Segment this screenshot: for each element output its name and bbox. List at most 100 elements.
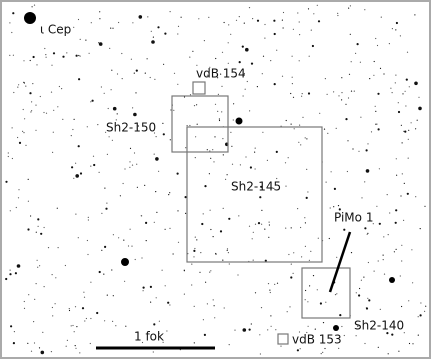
star xyxy=(51,65,52,66)
star xyxy=(184,294,185,295)
star xyxy=(300,144,301,145)
star xyxy=(136,70,138,72)
star xyxy=(78,237,79,238)
star xyxy=(261,210,262,211)
star xyxy=(143,287,145,289)
star xyxy=(29,92,31,94)
star xyxy=(17,137,18,138)
star xyxy=(203,213,204,214)
star xyxy=(43,112,44,113)
star xyxy=(41,351,45,355)
star xyxy=(228,24,229,25)
star xyxy=(90,101,91,102)
star xyxy=(212,149,213,150)
star xyxy=(327,133,328,134)
star xyxy=(351,61,352,62)
star xyxy=(367,298,368,299)
star xyxy=(168,194,169,195)
star xyxy=(194,105,195,106)
star xyxy=(90,318,91,319)
star xyxy=(375,38,376,39)
star xyxy=(378,260,379,261)
star xyxy=(245,89,246,90)
star xyxy=(375,106,376,107)
star xyxy=(134,152,135,153)
star xyxy=(288,254,289,255)
star xyxy=(73,27,74,28)
star xyxy=(353,148,354,149)
star xyxy=(376,124,377,125)
star xyxy=(165,229,166,230)
star xyxy=(338,205,339,206)
star xyxy=(383,255,384,256)
star xyxy=(166,330,167,331)
star xyxy=(131,59,132,60)
star xyxy=(388,353,389,354)
star xyxy=(117,113,118,114)
star xyxy=(222,138,223,139)
star xyxy=(38,226,39,227)
star xyxy=(254,152,255,153)
star xyxy=(290,93,291,94)
star xyxy=(311,30,312,31)
star xyxy=(383,259,384,260)
star xyxy=(209,173,210,174)
star xyxy=(292,77,293,78)
star xyxy=(221,111,222,112)
star xyxy=(358,151,359,152)
star xyxy=(282,20,283,21)
star xyxy=(368,299,370,301)
star xyxy=(322,352,323,353)
star xyxy=(173,110,174,111)
star xyxy=(159,321,160,322)
star xyxy=(154,222,155,223)
star xyxy=(193,256,194,257)
star xyxy=(44,227,45,228)
star xyxy=(210,158,211,159)
star xyxy=(93,164,95,166)
star xyxy=(383,73,384,74)
star xyxy=(36,283,37,284)
star xyxy=(27,343,28,344)
star xyxy=(154,154,155,155)
star xyxy=(65,265,66,266)
star xyxy=(257,20,259,22)
star xyxy=(123,240,124,241)
star xyxy=(118,237,119,238)
star xyxy=(57,208,58,209)
star xyxy=(34,5,35,6)
star xyxy=(9,273,11,275)
star xyxy=(359,288,360,289)
star xyxy=(222,260,223,261)
star xyxy=(392,28,393,29)
star xyxy=(69,308,70,309)
star xyxy=(37,267,38,268)
star xyxy=(96,312,98,314)
star xyxy=(185,147,186,148)
star xyxy=(135,92,136,93)
star xyxy=(299,60,300,61)
star xyxy=(356,292,357,293)
star xyxy=(285,228,286,229)
star xyxy=(51,351,52,352)
star xyxy=(377,45,378,46)
star xyxy=(82,307,84,309)
star xyxy=(313,13,314,14)
star xyxy=(88,219,89,220)
star xyxy=(407,52,408,53)
star xyxy=(274,33,276,35)
star xyxy=(305,137,306,138)
star xyxy=(228,42,229,43)
star xyxy=(87,240,88,241)
star xyxy=(223,208,224,209)
star xyxy=(145,73,146,74)
star xyxy=(17,264,21,268)
star xyxy=(204,185,206,187)
star xyxy=(270,315,271,316)
star xyxy=(130,229,131,230)
star xyxy=(25,145,26,146)
star xyxy=(351,252,352,253)
star xyxy=(147,16,148,17)
star xyxy=(163,64,164,65)
star xyxy=(390,88,391,89)
